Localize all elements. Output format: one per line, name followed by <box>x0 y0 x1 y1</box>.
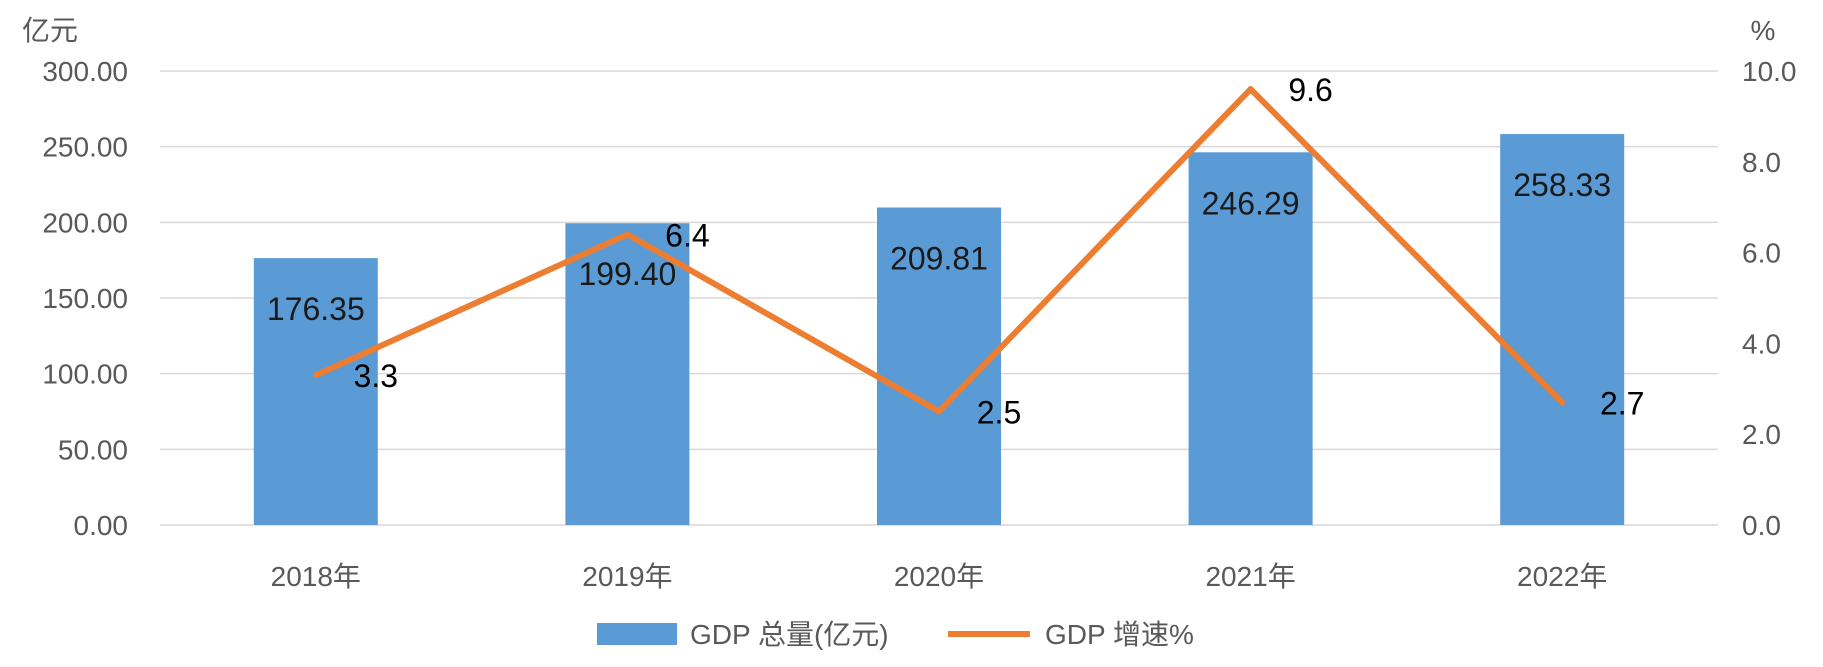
right-tick-label: 10.0 <box>1742 56 1797 87</box>
x-tick-label: 2021年 <box>1205 561 1295 592</box>
bar-series <box>253 134 1625 525</box>
right-axis-unit: % <box>1751 15 1776 46</box>
line-value-label: 6.4 <box>665 217 709 253</box>
line-data-labels: 3.3 6.4 2.5 9.6 2.7 <box>354 72 1645 430</box>
legend-bar-label: GDP 总量(亿元) <box>690 619 889 650</box>
left-tick-label: 50.00 <box>58 434 128 465</box>
bar <box>1188 152 1313 525</box>
right-tick-label: 4.0 <box>1742 328 1781 359</box>
bar <box>565 223 690 525</box>
left-axis-unit: 亿元 <box>22 15 78 46</box>
line-point <box>624 231 631 238</box>
bar <box>253 258 378 525</box>
right-tick-label: 6.0 <box>1742 238 1781 269</box>
right-tick-label: 2.0 <box>1742 419 1781 450</box>
bar-value-label: 246.29 <box>1202 185 1300 221</box>
line-point <box>312 372 319 379</box>
bar-data-labels: 176.35 199.40 209.81 246.29 258.33 <box>267 167 1611 327</box>
line-value-label: 3.3 <box>354 358 398 394</box>
right-axis-ticks: 0.0 2.0 4.0 6.0 8.0 10.0 <box>1742 56 1797 541</box>
left-axis-ticks: 0.00 50.00 100.00 150.00 200.00 250.00 300.00 <box>42 56 128 541</box>
x-tick-label: 2019年 <box>582 561 672 592</box>
line-point <box>1559 399 1566 406</box>
bar-value-label: 176.35 <box>267 291 365 327</box>
left-tick-label: 100.00 <box>42 359 128 390</box>
legend: GDP 总量(亿元) GDP 增速% <box>597 619 1194 650</box>
line-point <box>936 408 942 415</box>
legend-line-label: GDP 增速% <box>1045 619 1194 650</box>
x-tick-label: 2022年 <box>1517 561 1607 592</box>
left-tick-label: 150.00 <box>42 283 128 314</box>
bar-value-label: 258.33 <box>1513 167 1611 203</box>
x-tick-label: 2020年 <box>894 561 984 592</box>
left-tick-label: 250.00 <box>42 132 128 163</box>
x-tick-label: 2018年 <box>271 561 361 592</box>
bar-value-label: 209.81 <box>890 240 988 276</box>
left-tick-label: 0.00 <box>74 510 129 541</box>
left-tick-label: 300.00 <box>42 56 128 87</box>
line-series <box>312 86 1566 415</box>
line-value-label: 2.7 <box>1600 385 1644 421</box>
bar <box>1500 134 1625 525</box>
line-point <box>1247 86 1254 93</box>
right-tick-label: 0.0 <box>1742 510 1781 541</box>
legend-bar-swatch <box>597 623 677 645</box>
x-axis-ticks: 2018年 2019年 2020年 2021年 2022年 <box>271 561 1608 592</box>
right-tick-label: 8.0 <box>1742 147 1781 178</box>
line-value-label: 2.5 <box>977 395 1021 431</box>
bar-value-label: 199.40 <box>578 256 676 292</box>
line-value-label: 9.6 <box>1288 72 1332 108</box>
left-tick-label: 200.00 <box>42 207 128 238</box>
